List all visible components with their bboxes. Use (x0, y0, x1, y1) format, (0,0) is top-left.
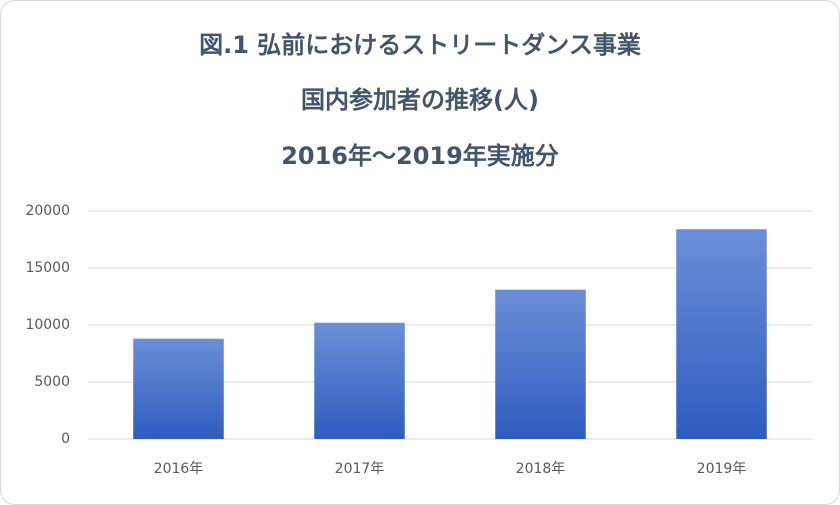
y-tick-label: 0 (61, 431, 70, 447)
bar (676, 229, 767, 439)
y-tick-label: 20000 (25, 203, 70, 219)
chart-title: 図.1 弘前におけるストリートダンス事業 (199, 31, 641, 59)
chart-title: 2016年～2019年実施分 (281, 142, 559, 170)
x-tick-label: 2017年 (335, 461, 385, 477)
y-tick-label: 5000 (34, 374, 70, 390)
bar (133, 338, 224, 439)
chart-title: 国内参加者の推移(人) (301, 86, 539, 114)
bar (495, 289, 586, 439)
x-tick-label: 2018年 (516, 461, 566, 477)
bar (314, 322, 405, 439)
x-tick-label: 2019年 (697, 461, 747, 477)
y-tick-label: 15000 (25, 260, 70, 276)
y-tick-label: 10000 (25, 317, 70, 333)
x-tick-label: 2016年 (154, 461, 204, 477)
